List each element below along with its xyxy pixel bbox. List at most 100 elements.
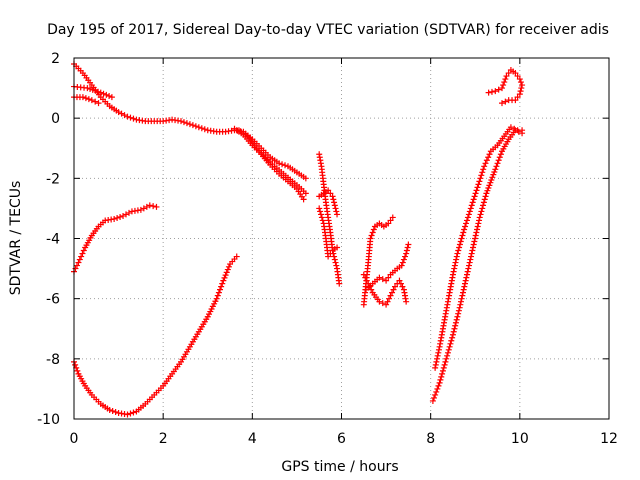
data-point [100,90,107,97]
x-tick-label: 0 [70,431,79,447]
data-point [103,91,110,98]
data-point [499,100,505,107]
data-point [385,220,392,227]
data-point [84,85,91,92]
data-point [225,263,232,270]
axis-ticks [73,57,610,420]
data-point [195,124,202,131]
data-point [512,127,519,134]
data-point [434,385,441,392]
data-point [491,168,498,175]
data-point [124,113,131,120]
data-point [469,247,476,254]
data-point [221,274,228,281]
data-point [379,300,386,307]
series-track-10 [316,187,341,218]
data-point [464,214,471,221]
data-point [220,277,227,284]
data-point [468,202,475,209]
data-point [233,253,240,260]
data-point [402,253,409,260]
data-point [471,193,478,200]
data-point [466,208,473,215]
data-point [97,89,104,96]
data-point [444,349,451,356]
data-point [455,247,462,254]
data-point [452,319,459,326]
data-point [472,190,479,197]
data-point [453,316,460,323]
data-point [465,265,472,272]
data-point [82,95,89,102]
data-point [439,367,446,374]
data-point [458,295,465,302]
data-point [460,286,467,293]
data-point [437,376,444,383]
data-point [467,205,474,212]
data-point [464,271,471,278]
data-point [466,259,473,266]
data-point [473,187,480,194]
data-point [455,310,462,317]
data-point [201,126,208,133]
data-point [459,232,466,239]
data-point [505,70,512,77]
data-point [180,119,187,126]
data-point [215,289,222,296]
data-point [459,292,466,299]
data-point [499,85,505,92]
data-point [389,214,396,221]
data-point [300,196,307,203]
data-point [461,226,468,233]
data-point [213,295,220,302]
data-point [106,92,113,99]
data-point [435,346,442,353]
data-point [516,91,523,98]
data-point [463,220,470,227]
data-point [451,265,458,272]
data-point [481,163,488,170]
data-point [457,298,464,305]
data-point [482,193,489,200]
y-tick-label: -2 [46,171,60,187]
data-point [92,98,99,105]
data-point [484,187,491,194]
data-point [457,301,464,308]
data-point [392,283,398,290]
data-point [405,241,412,248]
series-track-5 [231,125,307,203]
data-point [332,205,339,212]
data-point [396,277,403,284]
data-point [457,238,464,245]
data-point [397,280,404,287]
data-point [432,391,439,398]
data-point [517,79,524,86]
data-point [282,162,289,169]
data-point [330,196,337,203]
series-track-13 [363,241,412,293]
data-point [78,253,85,260]
data-point [441,361,448,368]
data-point [89,86,96,93]
data-point [453,253,460,260]
data-point [479,169,486,176]
data-point [474,223,481,230]
data-point [447,340,454,347]
data-point [478,172,485,179]
data-point [466,262,473,269]
data-point [76,256,83,263]
data-point [72,361,79,368]
data-point [476,217,483,224]
data-point [502,98,509,105]
data-point [461,280,468,287]
data-point [404,244,411,251]
data-point [464,268,471,275]
data-point [384,298,391,305]
data-point [127,410,134,417]
data-point [487,179,494,186]
data-point [325,253,332,260]
data-point [440,364,447,371]
data-point [496,154,503,161]
data-point [316,205,323,212]
